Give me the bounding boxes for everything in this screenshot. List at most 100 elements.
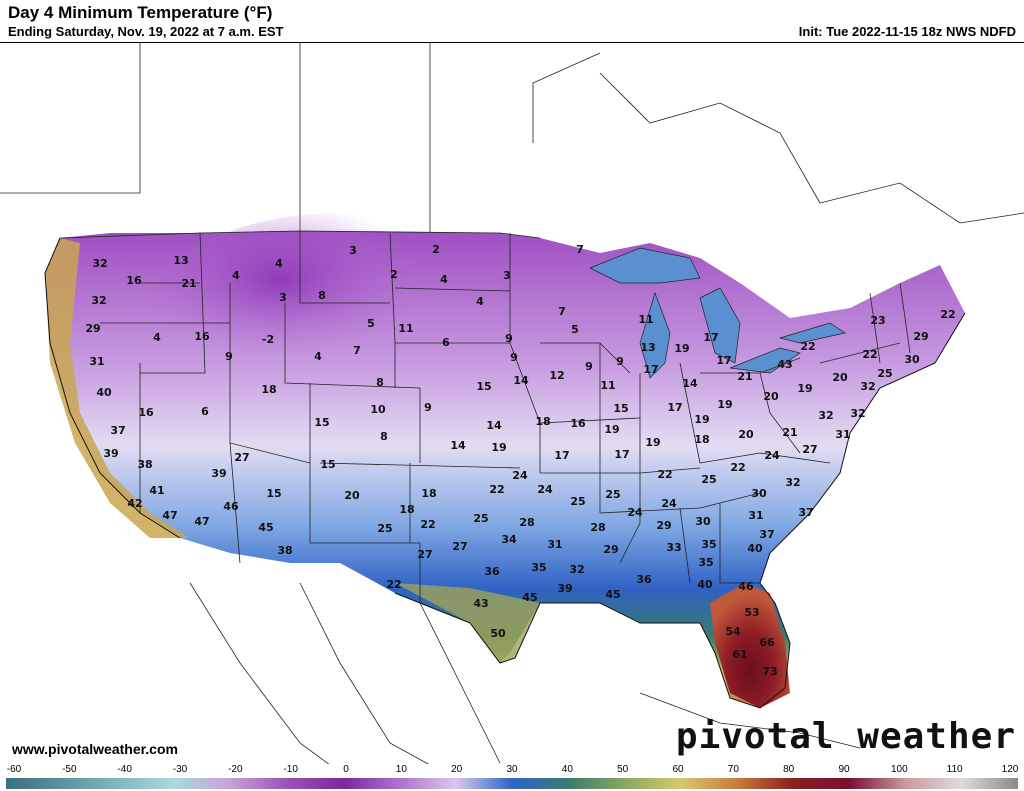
temperature-label: 30 — [695, 515, 711, 528]
temperature-label: 19 — [797, 382, 812, 395]
temperature-label: 43 — [777, 358, 792, 371]
temperature-label: 15 — [320, 458, 335, 471]
pivotal-weather-logo: pivotal weather — [675, 716, 1016, 757]
temperature-label: 12 — [549, 369, 564, 382]
temperature-label: 16 — [570, 417, 586, 430]
colorbar-tick-label: 20 — [451, 764, 463, 775]
colorbar-tick-label: 10 — [395, 764, 407, 775]
temperature-label: 9 — [585, 360, 593, 373]
temperature-label: 32 — [860, 380, 875, 393]
temperature-label: 9 — [225, 350, 233, 363]
temperature-label: 66 — [759, 636, 775, 649]
temperature-label: 32 — [850, 407, 865, 420]
temperature-label: 17 — [554, 449, 569, 462]
temperature-label: 53 — [744, 606, 759, 619]
temperature-label: 19 — [604, 423, 619, 436]
temperature-label: 24 — [661, 497, 677, 510]
temperature-label: 18 — [694, 433, 709, 446]
temperature-label: 9 — [505, 332, 513, 345]
temperature-label: 10 — [370, 403, 386, 416]
temperature-label: 39 — [211, 467, 226, 480]
temperature-label: 9 — [424, 401, 432, 414]
temperature-label: 21 — [782, 426, 797, 439]
temperature-label: 27 — [417, 548, 432, 561]
temperature-label: 18 — [535, 415, 550, 428]
temperature-label: 37 — [110, 424, 125, 437]
temperature-label: 18 — [421, 487, 436, 500]
temperature-label: 22 — [730, 461, 745, 474]
temperature-label: 18 — [261, 383, 276, 396]
temperature-label: 14 — [513, 374, 529, 387]
temperature-map[interactable]: 32 16 13 4 4 3 2 7 2 4 3 21 32 3 8 4 7 29 4 16 -2 5 11 6 9 5 11 23 2… — [0, 42, 1024, 765]
coastlines — [44, 237, 966, 709]
state-boundaries — [59, 230, 911, 603]
temperature-label: 46 — [738, 580, 754, 593]
temperature-label: 28 — [590, 521, 605, 534]
temperature-label: 42 — [127, 497, 142, 510]
temperature-label: 19 — [491, 441, 506, 454]
colorbar-tick-label: 50 — [617, 764, 629, 775]
colorbar-tick-label: 110 — [946, 764, 963, 775]
temperature-label: 40 — [697, 578, 713, 591]
temperature-label: 39 — [557, 582, 572, 595]
temperature-label: 19 — [694, 413, 709, 426]
temperature-label: 24 — [537, 483, 553, 496]
temperature-label: 7 — [353, 344, 361, 357]
temperature-label: 4 — [232, 269, 240, 282]
temperature-label: 24 — [627, 506, 643, 519]
temperature-label: 32 — [785, 476, 800, 489]
temperature-label: 45 — [605, 588, 620, 601]
temperature-label: 13 — [173, 254, 188, 267]
temperature-label: 73 — [762, 665, 777, 678]
colorbar-tick-label: 80 — [783, 764, 795, 775]
temperature-label: 61 — [732, 648, 747, 661]
temperature-label: 15 — [476, 380, 491, 393]
temperature-label: 4 — [314, 350, 322, 363]
temperature-label: 34 — [501, 533, 517, 546]
temperature-label: 37 — [798, 506, 813, 519]
temperature-label: 24 — [764, 449, 780, 462]
colorbar-tick-label: 90 — [838, 764, 850, 775]
temperature-label: 25 — [570, 495, 585, 508]
temperature-label: 17 — [703, 331, 718, 344]
temperature-label: 2 — [390, 268, 398, 281]
temperature-label: 15 — [266, 487, 281, 500]
temperature-label: 24 — [512, 469, 528, 482]
temperature-label: 4 — [153, 331, 161, 344]
temperature-label: 4 — [275, 257, 283, 270]
temperature-label: 18 — [399, 503, 414, 516]
temperature-label: 5 — [571, 323, 579, 336]
temperature-label: 20 — [738, 428, 754, 441]
temperature-label: 14 — [682, 377, 698, 390]
temperature-label: 22 — [940, 308, 955, 321]
temperature-label: 47 — [194, 515, 209, 528]
temperature-label: 11 — [638, 313, 653, 326]
temperature-label: 3 — [503, 269, 511, 282]
temperature-label: 6 — [201, 405, 209, 418]
temperature-label: 6 — [442, 336, 450, 349]
colorbar-tick-label: -30 — [172, 764, 188, 775]
temperature-label: 22 — [657, 468, 672, 481]
temperature-label: 31 — [89, 355, 104, 368]
temperature-label: 31 — [748, 509, 763, 522]
temperature-label: 36 — [636, 573, 652, 586]
colorbar-ticks: -60 -50 -40 -30 -20 -10 0 10 20 30 40 50 60 70 80 90 100… — [0, 764, 1024, 778]
colorbar-tick-label: 30 — [506, 764, 518, 775]
temperature-label: 45 — [258, 521, 273, 534]
temperature-label: 9 — [616, 355, 624, 368]
temperature-label: -2 — [262, 333, 274, 346]
temperature-label: 2 — [432, 243, 440, 256]
site-url[interactable]: www.pivotalweather.com — [12, 741, 178, 757]
temperature-label: 23 — [870, 314, 885, 327]
temperature-label: 16 — [126, 274, 142, 287]
temperature-label: 37 — [759, 528, 774, 541]
temperature-label: 15 — [613, 402, 628, 415]
temperature-label: 27 — [802, 443, 817, 456]
temperature-label: 17 — [667, 401, 682, 414]
colorbar-tick-label: 60 — [672, 764, 684, 775]
temperature-label: 31 — [835, 428, 850, 441]
temperature-label: 8 — [376, 376, 384, 389]
temperature-label: 19 — [717, 398, 732, 411]
temperature-label: 50 — [490, 627, 506, 640]
